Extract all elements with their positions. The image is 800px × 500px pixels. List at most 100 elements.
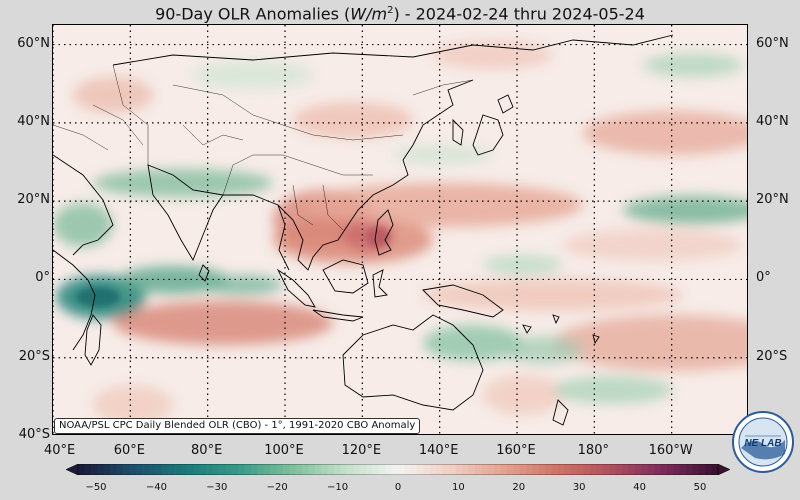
colorbar-cell xyxy=(295,464,303,475)
negative-anomaly-region xyxy=(483,255,563,275)
coastline-pacific-island xyxy=(522,324,532,334)
colorbar-cell xyxy=(225,464,233,475)
colorbar-cell xyxy=(705,464,713,475)
latitude-label-left: 60°N xyxy=(17,35,50,51)
colorbar-cell xyxy=(673,464,681,475)
colorbar-cell xyxy=(148,464,156,475)
colorbar-cell xyxy=(692,464,700,475)
colorbar-cell xyxy=(142,464,149,475)
colorbar-cell xyxy=(442,464,450,475)
negative-anomaly-region xyxy=(203,275,283,295)
colorbar-cell xyxy=(289,464,297,475)
colorbar-cell xyxy=(135,464,143,475)
colorbar-cell xyxy=(628,464,636,475)
colorbar-cell xyxy=(276,464,284,475)
coastline-sri-lanka xyxy=(198,264,210,282)
coastline-north-asia xyxy=(112,34,674,66)
colorbar-cell xyxy=(449,464,457,475)
negative-anomaly-region xyxy=(193,61,313,89)
colorbar-cell xyxy=(430,464,437,475)
border xyxy=(92,104,144,146)
negative-anomaly-region xyxy=(53,203,113,247)
colorbar-tick-label: −20 xyxy=(266,482,288,493)
negative-anomaly-region xyxy=(623,196,747,224)
negative-anomaly-region xyxy=(423,325,523,361)
colorbar-cell xyxy=(154,464,162,475)
country-borders xyxy=(53,64,474,231)
latitude-label-left: 20°S xyxy=(18,348,50,364)
colorbar-cell xyxy=(167,464,175,475)
colorbar-cells xyxy=(66,464,730,475)
colorbar-tick-label: −10 xyxy=(327,482,349,493)
colorbar-underflow-triangle xyxy=(66,464,79,475)
colorbar-tick-label: −30 xyxy=(206,482,228,493)
colorbar-cell xyxy=(90,464,98,475)
longitude-label: 80°E xyxy=(191,443,223,458)
coastline-arabia xyxy=(53,154,114,256)
colorbar-cell xyxy=(353,464,361,475)
coastline-korea xyxy=(452,118,464,146)
border xyxy=(53,124,109,151)
positive-anomaly-region xyxy=(293,102,413,138)
colorbar-cell xyxy=(622,464,629,475)
olr-anomaly-map xyxy=(53,25,747,434)
colorbar-cell xyxy=(481,464,489,475)
colorbar-tick-label: 20 xyxy=(512,482,526,493)
colorbar-cell xyxy=(282,464,290,475)
coastline-east-africa xyxy=(53,249,96,351)
colorbar-tick-label: 30 xyxy=(572,482,586,493)
colorbar-cell xyxy=(577,464,585,475)
noaa-physical-sciences-lab-logo: NE LAB xyxy=(732,411,794,473)
colorbar-cell xyxy=(545,464,553,475)
coastline-madagascar xyxy=(84,314,102,366)
coastline-hokkaido xyxy=(497,94,514,114)
positive-anomaly-region xyxy=(483,375,563,415)
colorbar-tick-label: 10 xyxy=(452,482,465,493)
colorbar-cell xyxy=(596,464,604,475)
colorbar-cell xyxy=(129,464,137,475)
longitude-label: 40°E xyxy=(44,443,76,458)
colorbar-cell xyxy=(257,464,265,475)
negative-anomaly-region xyxy=(118,266,228,294)
colorbar-cell xyxy=(314,464,322,475)
colorbar-tick-label: 50 xyxy=(693,482,707,493)
strong-positive-anomaly xyxy=(366,227,390,247)
colorbar-cell xyxy=(526,464,533,475)
colorbar-cell xyxy=(583,464,591,475)
colorbar-cell xyxy=(436,464,444,475)
colorbar-cell xyxy=(602,464,610,475)
colorbar-cell xyxy=(110,464,117,475)
coastline-java xyxy=(312,309,364,322)
coastline-japan xyxy=(472,114,504,156)
colorbar-cell xyxy=(641,464,649,475)
colorbar-cell xyxy=(615,464,623,475)
colorbar-cell xyxy=(270,464,277,475)
title-prefix: 90-Day OLR Anomalies ( xyxy=(155,4,351,24)
longitude-label: 60°E xyxy=(113,443,145,458)
colorbar-cell xyxy=(609,464,617,475)
positive-anomaly-region xyxy=(113,301,333,345)
border xyxy=(222,154,373,196)
colorbar-cell xyxy=(660,464,668,475)
border xyxy=(292,184,314,226)
latitude-label-left: 40°S xyxy=(18,427,50,442)
colorbar-cell xyxy=(366,464,373,475)
colorbar-cell xyxy=(500,464,508,475)
colorbar-cell xyxy=(462,464,469,475)
colorbar-tick-label: −50 xyxy=(85,482,107,493)
coastline-malay xyxy=(277,204,290,271)
colorbar-cell xyxy=(346,464,354,475)
colorbar-cell xyxy=(212,464,220,475)
latitude-label-right: 0° xyxy=(756,270,771,286)
anomaly-field-core xyxy=(76,227,390,307)
positive-anomaly-region xyxy=(433,41,553,69)
title-unit-exponent: 2 xyxy=(387,5,394,16)
colorbar-cell xyxy=(410,464,418,475)
colorbar-tick-label: −40 xyxy=(145,482,167,493)
colorbar xyxy=(66,464,730,475)
positive-anomaly-region xyxy=(303,183,583,227)
positive-anomaly-region xyxy=(73,77,153,113)
colorbar-cell xyxy=(558,464,565,475)
colorbar-cell xyxy=(391,464,399,475)
coastline-india xyxy=(147,164,224,262)
